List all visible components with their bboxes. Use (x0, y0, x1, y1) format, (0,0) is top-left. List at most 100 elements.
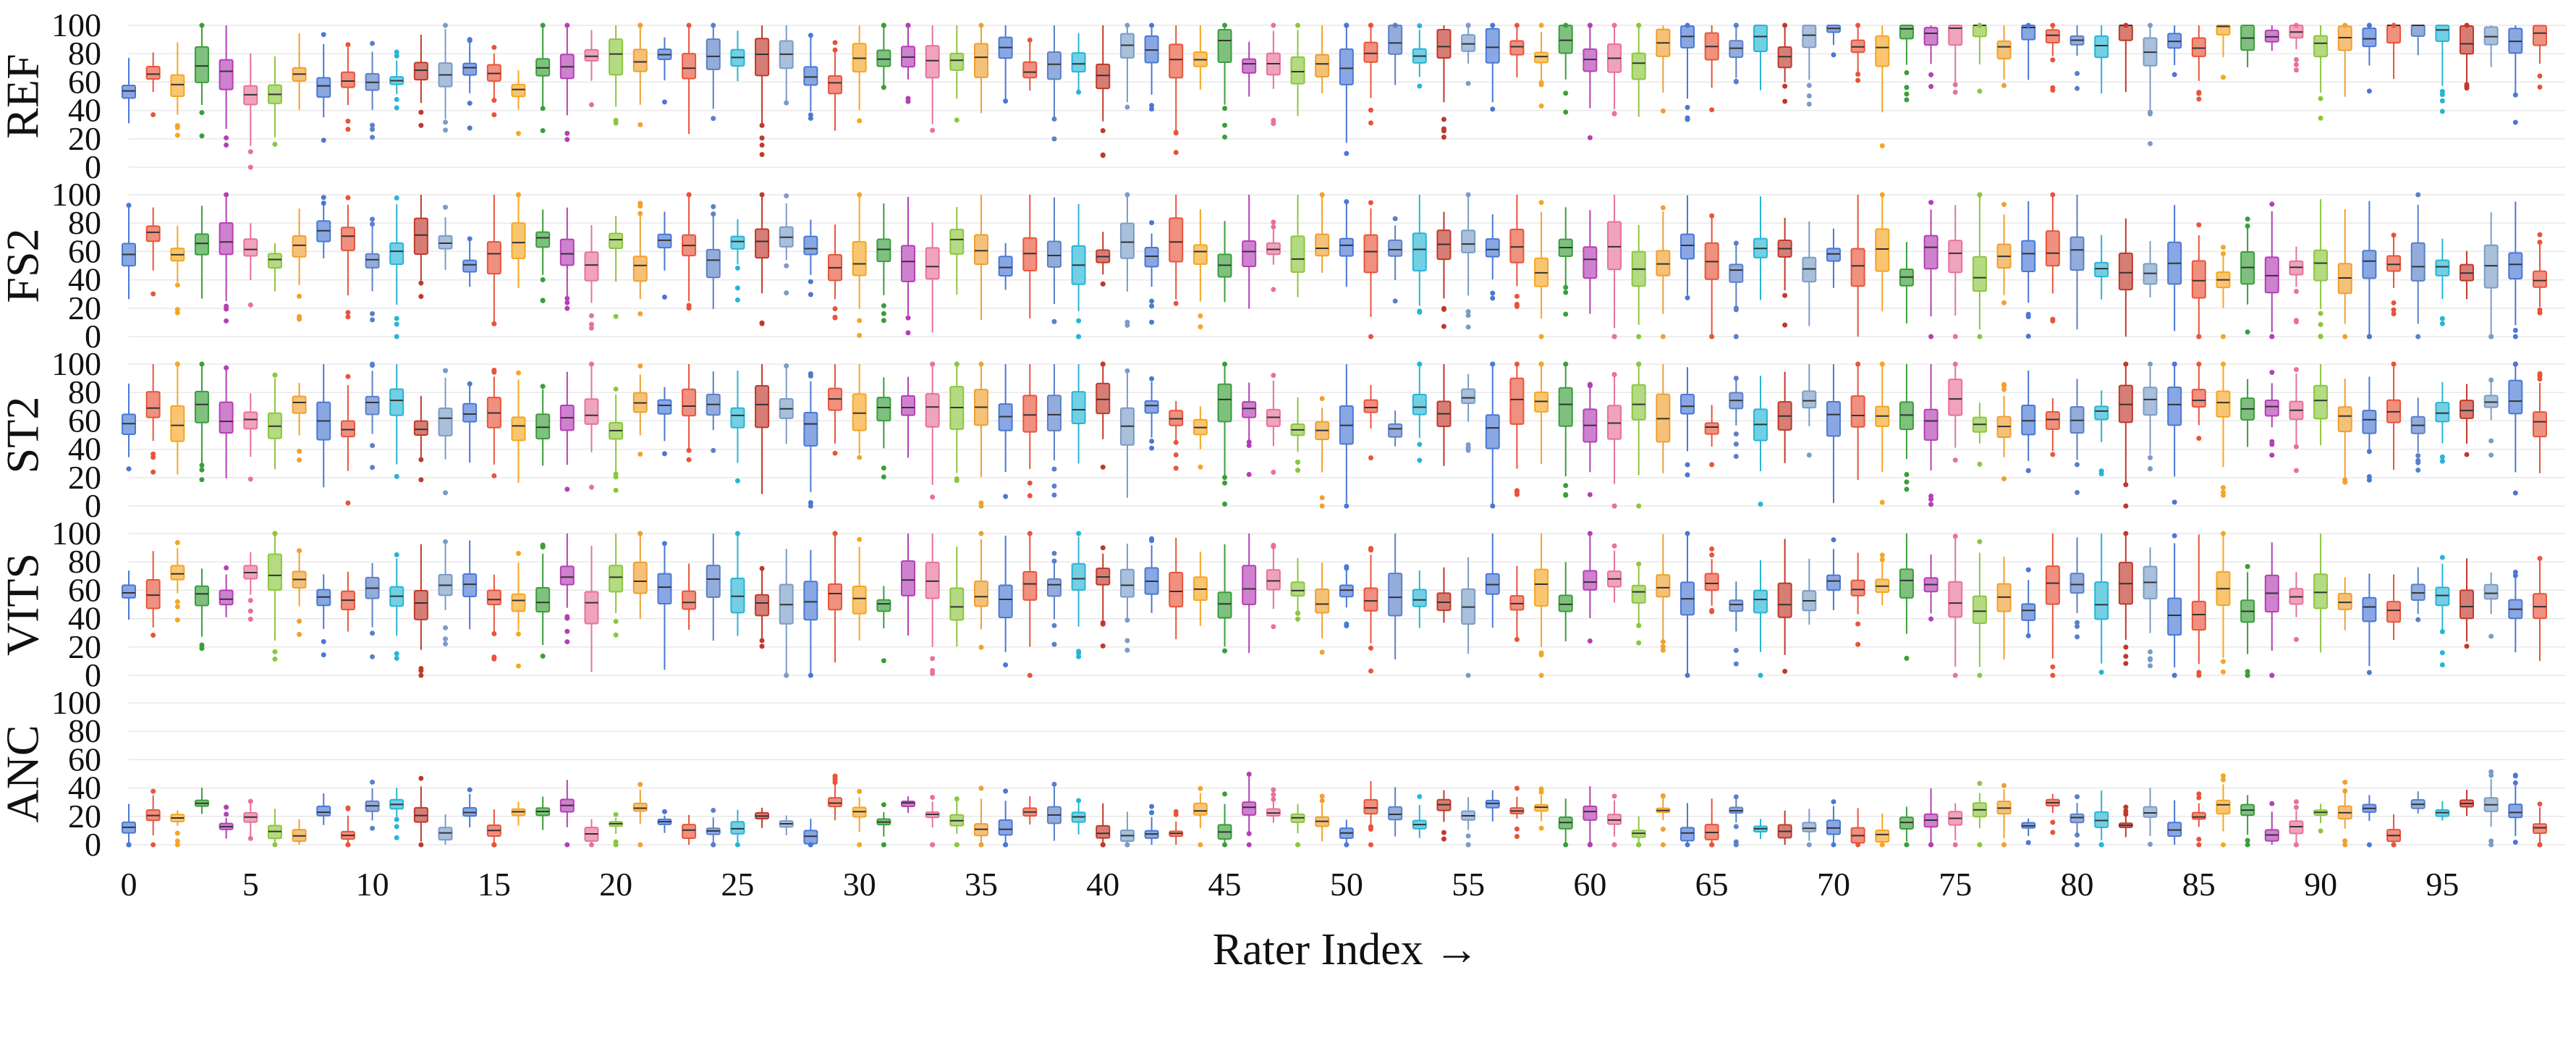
outlier-point (1441, 324, 1446, 329)
box (1704, 422, 1719, 435)
outlier-point (467, 236, 473, 242)
outlier-point (1124, 104, 1130, 110)
outlier-point (1051, 641, 1057, 647)
rater-box (2386, 361, 2402, 471)
box (1363, 41, 1378, 63)
rater-box (316, 793, 331, 825)
rater-box (1753, 196, 1768, 300)
rater-box (2191, 25, 2206, 102)
rater-box (559, 22, 575, 143)
box (122, 84, 136, 99)
rater-box (584, 361, 599, 490)
outlier-point (930, 794, 936, 800)
outlier-point (394, 53, 399, 59)
rater-box (1461, 797, 1476, 848)
outlier-point (1417, 83, 1423, 89)
box (2143, 387, 2158, 416)
outlier-point (1100, 643, 1106, 649)
outlier-point (1782, 322, 1788, 328)
box (852, 393, 867, 431)
outlier-point (467, 101, 473, 106)
rater-box (730, 809, 745, 848)
outlier-point (1660, 842, 1666, 848)
outlier-point (370, 442, 376, 448)
outlier-point (370, 122, 376, 128)
outlier-point (247, 598, 253, 604)
outlier-point (491, 44, 497, 50)
rater-box (1242, 41, 1257, 97)
x-tick-label: 60 (1573, 866, 1606, 903)
outlier-point (321, 638, 326, 644)
outlier-point (1344, 199, 1350, 205)
outlier-point (2537, 376, 2543, 382)
rater-box (1656, 533, 1671, 653)
rater-box (486, 367, 501, 478)
rater-box (609, 811, 624, 848)
outlier-point (2098, 842, 2104, 848)
box (584, 591, 599, 625)
rater-box (316, 574, 331, 658)
rater-box (2069, 794, 2085, 848)
rater-box (2460, 789, 2475, 817)
outlier-point (2512, 327, 2518, 333)
rater-box (803, 549, 818, 678)
outlier-point (1076, 650, 1082, 656)
rater-box (389, 49, 404, 111)
rater-box (2216, 245, 2231, 339)
rater-box (2045, 793, 2060, 835)
outlier-point (1173, 150, 1179, 156)
outlier-point (734, 297, 740, 303)
outlier-point (394, 817, 399, 822)
rater-box (1363, 384, 1378, 461)
outlier-point (272, 531, 278, 536)
rater-box (632, 531, 648, 620)
outlier-point (1051, 623, 1057, 628)
rater-box (1290, 22, 1305, 117)
rater-box (632, 201, 648, 317)
rater-box (1412, 23, 1427, 89)
rater-box (1119, 368, 1135, 498)
box (1485, 28, 1500, 64)
box (1558, 594, 1573, 612)
outlier-point (2123, 361, 2129, 367)
box (1631, 584, 1646, 604)
rater-box (292, 382, 307, 463)
outlier-point (784, 672, 789, 678)
rater-box (584, 545, 599, 672)
rater-box (1436, 364, 1452, 466)
rater-box (828, 531, 843, 663)
outlier-point (1733, 794, 1739, 800)
box (1242, 58, 1257, 74)
rater-box (1753, 560, 1768, 678)
rater-box (1144, 536, 1159, 613)
outlier-point (2220, 842, 2226, 848)
rater-box (1242, 195, 1257, 309)
y-tick-label: 80 (68, 543, 101, 580)
outlier-point (1173, 465, 1179, 471)
rater-box (1802, 809, 1817, 848)
box (901, 800, 916, 807)
rater-box (901, 533, 916, 636)
rater-box (2410, 397, 2425, 473)
rater-box (2362, 573, 2377, 675)
rater-box (1315, 396, 1330, 509)
box (2143, 806, 2158, 818)
outlier-point (2366, 334, 2372, 339)
outlier-point (2220, 334, 2226, 339)
outlier-point (2293, 22, 2299, 28)
outlier-point (151, 788, 156, 794)
rater-box (2021, 370, 2036, 473)
rater-box (1169, 400, 1184, 471)
outlier-point (784, 193, 789, 199)
outlier-point (1076, 654, 1082, 659)
box (1217, 28, 1232, 63)
outlier-point (224, 192, 229, 198)
outlier-point (2537, 801, 2543, 807)
box (122, 584, 136, 599)
outlier-point (1368, 842, 1373, 848)
outlier-point (418, 109, 424, 115)
box (1899, 568, 1914, 599)
outlier-point (881, 802, 886, 808)
box (559, 565, 575, 586)
